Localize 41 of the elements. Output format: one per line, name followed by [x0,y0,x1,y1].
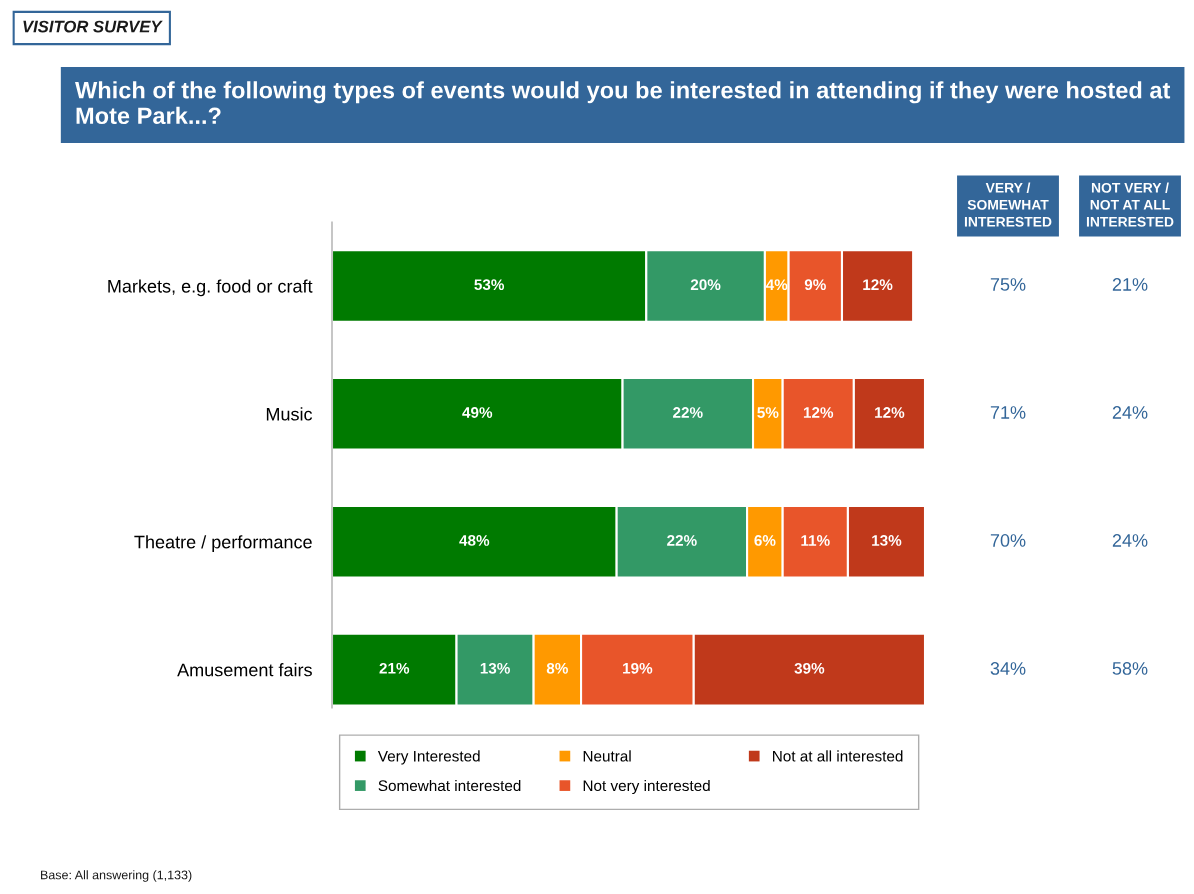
legend-label: Not at all interested [773,750,903,762]
data-label: 8% [546,662,568,674]
data-label: 9% [804,279,826,291]
data-label: 6% [754,535,776,546]
text: 70% [990,534,1026,547]
data-label: 13% [872,535,902,546]
y-tick-label: Theatre / performance [134,535,312,553]
legend-label: Somewhat interested [378,779,521,792]
data-label: 5% [757,407,779,418]
legend-label: Neutral [583,750,631,762]
data-label: 20% [690,279,721,291]
legend-label: Very Interested [377,750,480,765]
y-tick-label: Markets, e.g. food or craft [108,279,313,297]
data-label: 21% [379,662,410,674]
data-label: 13% [480,662,510,674]
y-tick-label: Amusement fairs [177,663,312,677]
data-label: 12% [863,279,893,291]
data-label: 53% [474,279,505,291]
text: 21% [1112,278,1148,291]
text: VERY / SOMEWHAT INTERESTED [964,182,1052,227]
data-label: 12% [875,407,905,418]
text: Base: All answering (1,133) [41,870,192,882]
legend-label: Not very interested [583,779,710,795]
y-tick-label: Music [266,407,313,421]
data-label: 39% [794,662,825,674]
text: 24% [1112,406,1148,419]
data-label: 19% [623,662,653,674]
chart-title: Which of the following types of events would you be interested in attending if they were hosted at Mote Park...? [75,81,1171,125]
text: VISITOR SURVEY [23,20,163,33]
text: 71% [990,406,1026,419]
data-label: 22% [667,535,697,546]
data-label: 48% [459,535,490,546]
text: 75% [990,278,1026,291]
data-label: 22% [673,407,703,418]
text: 24% [1112,534,1148,547]
text: 58% [1112,662,1148,675]
data-label: 12% [803,407,834,418]
text: 34% [990,662,1026,675]
data-label: 49% [462,407,493,418]
text: NOT VERY / NOT AT ALL INTERESTED [1086,182,1174,227]
data-label: 11% [801,535,830,546]
